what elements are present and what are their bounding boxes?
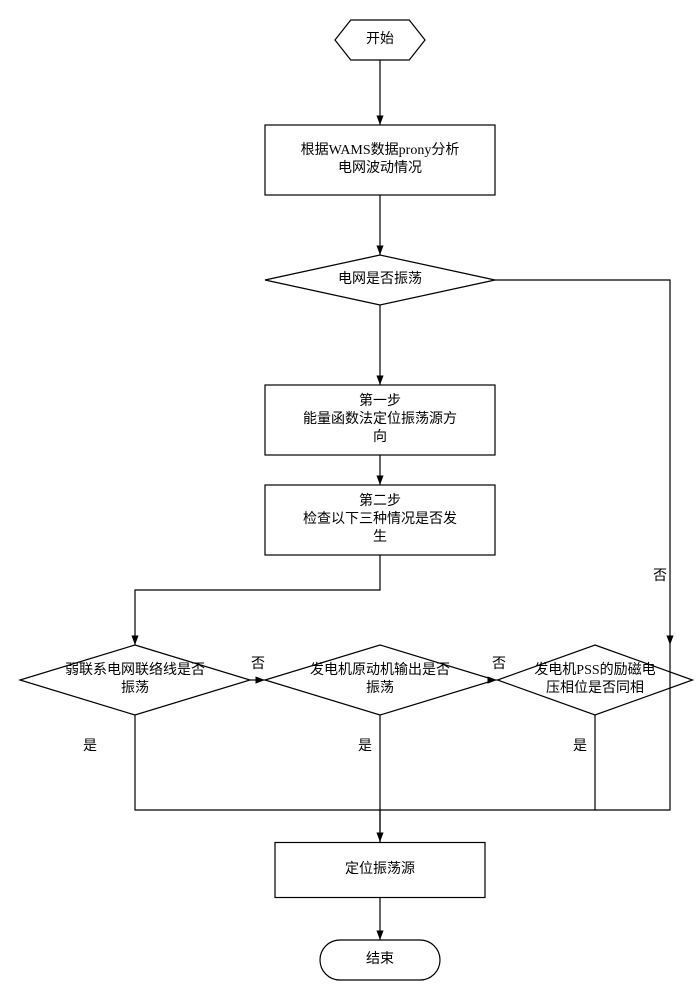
node-text: 生 — [373, 529, 387, 545]
node-text: 电网是否振荡 — [338, 271, 422, 287]
node-text: 第一步 — [359, 392, 401, 409]
node-text: 第二步 — [359, 492, 401, 509]
node-text: 弱联系电网联络线是否 — [65, 662, 205, 678]
node-start: 开始 — [335, 20, 425, 60]
node-d2: 发电机原动机输出是否振荡 — [265, 645, 495, 715]
node-text: 向 — [373, 429, 387, 445]
edge — [380, 715, 595, 810]
flowchart: 开始根据WAMS数据prony分析电网波动情况电网是否振荡第一步能量函数法定位振… — [0, 0, 699, 1000]
node-text: 发电机原动机输出是否 — [310, 662, 450, 678]
edge — [135, 555, 380, 645]
node-d3: 发电机PSS的励磁电压相位是否同相 — [498, 645, 693, 715]
edge-label: 否 — [492, 657, 506, 672]
node-text: 发电机PSS的励磁电 — [534, 662, 655, 678]
node-text: 振荡 — [121, 680, 149, 696]
node-locate: 定位振荡源 — [275, 843, 485, 898]
edge-label: 否 — [653, 569, 667, 584]
node-text: 电网波动情况 — [338, 160, 422, 176]
edge-label: 否 — [251, 657, 265, 672]
edge-label: 是 — [358, 739, 372, 754]
node-step1: 第一步能量函数法定位振荡源方向 — [265, 385, 495, 455]
edge — [135, 715, 380, 842]
node-text: 开始 — [366, 31, 394, 47]
node-text: 压相位是否同相 — [546, 680, 644, 696]
edge — [495, 280, 670, 645]
node-osc: 电网是否振荡 — [265, 255, 495, 305]
node-text: 能量函数法定位振荡源方 — [303, 411, 457, 427]
node-d1: 弱联系电网联络线是否振荡 — [20, 645, 250, 715]
node-step2: 第二步检查以下三种情况是否发生 — [265, 485, 495, 555]
node-analyze: 根据WAMS数据prony分析电网波动情况 — [265, 125, 495, 195]
node-end: 结束 — [320, 940, 440, 980]
node-text: 根据WAMS数据prony分析 — [301, 142, 460, 158]
edge-label: 是 — [573, 739, 587, 754]
edge-label: 是 — [83, 739, 97, 754]
node-text: 定位振荡源 — [345, 861, 415, 877]
node-text: 结束 — [366, 951, 394, 967]
node-text: 检查以下三种情况是否发 — [303, 511, 457, 527]
node-text: 振荡 — [366, 680, 394, 696]
